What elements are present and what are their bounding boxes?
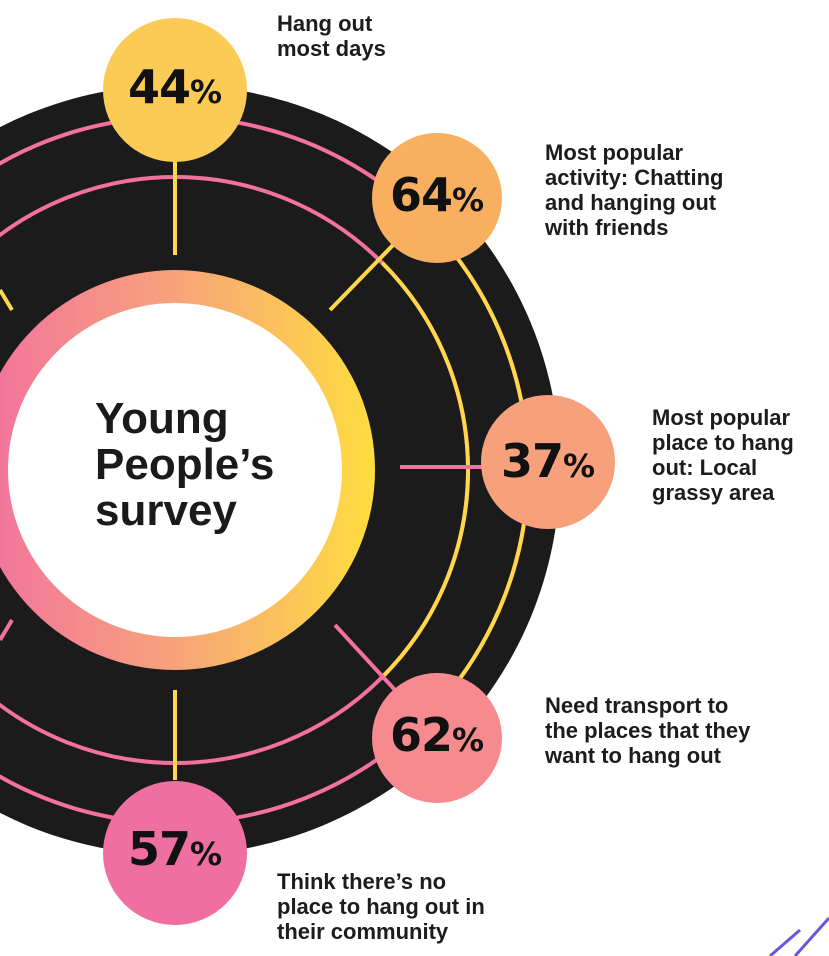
stat-value: 37 [500,434,564,488]
title-line-2: People’s [95,440,275,489]
stat-unit: % [451,721,485,759]
connector-64 [328,241,397,312]
label-line: out: Local [652,455,758,480]
survey-title: Young People’s survey [95,396,355,534]
stat-57-label: Think there’s no place to hang out in th… [277,869,485,944]
stat-value: 57 [127,822,191,876]
label-line: with friends [545,215,669,240]
connector-62 [333,623,397,692]
label-line: Need transport to [545,693,729,718]
label-line: Most popular [652,405,791,430]
decorative-stroke [793,916,829,956]
stat-value: 62 [389,708,453,762]
label-line: activity: Chatting [545,165,724,190]
stat-37-value: 37% [478,434,618,494]
stat-64-bubble [372,133,502,263]
label-line: want to hang out [545,743,721,768]
label-line: most days [277,36,386,61]
stat-57-value: 57% [105,822,245,882]
stat-44-value: 44% [105,60,245,120]
label-line: the places that they [545,718,751,743]
stat-62-label: Need transport to the places that they w… [545,693,750,768]
stat-62-bubble [372,673,502,803]
stat-64-label: Most popular activity: Chatting and hang… [545,140,723,240]
stat-unit: % [562,447,596,485]
stat-37-bubble [481,395,615,529]
center-circle [8,303,342,637]
decorative-stroke [769,928,801,956]
stat-44-bubble [103,18,247,162]
title-line-1: Young [95,394,229,443]
label-line: and hanging out [545,190,717,215]
label-line: Most popular [545,140,684,165]
stat-62-value: 62% [367,708,507,768]
connector-left-top [0,288,14,312]
stat-value: 44 [127,60,191,114]
label-line: place to hang out in [277,894,485,919]
stat-37-label: Most popular place to hang out: Local gr… [652,405,794,505]
label-line: their community [277,919,449,944]
middle-ring-yellow-arc [380,261,470,679]
stat-unit: % [189,73,223,111]
label-line: place to hang [652,430,794,455]
connector-left-bottom [0,618,14,642]
stat-57-bubble [103,781,247,925]
label-line: grassy area [652,480,775,505]
stat-unit: % [189,835,223,873]
stat-value: 64 [389,168,453,222]
label-line: Hang out [277,11,373,36]
label-line: Think there’s no [277,869,447,894]
title-line-3: survey [95,486,237,535]
stat-unit: % [451,181,485,219]
stat-44-label: Hang out most days [277,11,386,61]
stat-64-value: 64% [367,168,507,228]
